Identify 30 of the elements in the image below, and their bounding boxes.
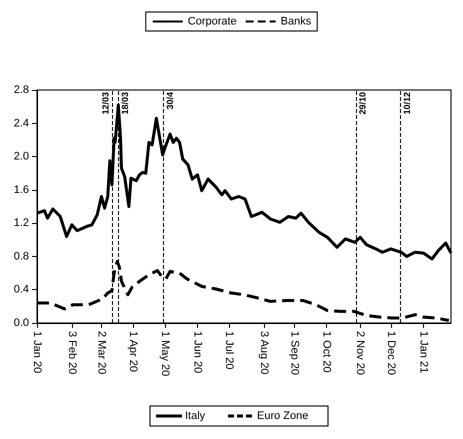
x-tick-label: 1 May 20 — [158, 331, 171, 376]
y-tick-label: 0.8 — [14, 250, 29, 262]
legend-label: Banks — [280, 16, 312, 28]
ref-line-label: 10/12 — [402, 92, 412, 115]
ref-line-label: 18/03 — [120, 92, 130, 115]
x-tick-label: 3 Feb 20 — [66, 331, 78, 374]
y-tick-label: 1.6 — [14, 184, 29, 196]
y-tick-label: 0.0 — [14, 317, 29, 329]
x-tick-label: 1 Jan 21 — [418, 331, 430, 374]
text: Euro Zone — [257, 410, 308, 422]
y-tick-label: 1.2 — [14, 217, 29, 230]
x-tick-label: 1 Jun 20 — [192, 331, 204, 374]
ref-line-label: 12/03 — [100, 92, 110, 115]
y-tick-label: 0.4 — [14, 284, 29, 296]
legend-label: Corporate — [188, 16, 237, 28]
text: Italy — [185, 410, 206, 422]
x-tick-label: 1 Apr 20 — [127, 331, 140, 372]
ref-line-label: 30/4 — [165, 92, 176, 110]
y-tick-label: 2.4 — [14, 117, 29, 130]
x-tick-label: 1 Dec 20 — [384, 331, 397, 376]
ref-line-label: 29/10 — [357, 92, 368, 115]
y-tick-label: 2.0 — [14, 150, 29, 163]
x-tick-label: 1 Oct 20 — [320, 331, 332, 373]
x-tick-label: 1 Jul 20 — [223, 331, 236, 370]
x-tick-label: 1 Jan 20 — [31, 331, 43, 374]
y-tick-label: 2.8 — [14, 84, 29, 96]
x-tick-label: 2 Nov 20 — [354, 331, 366, 376]
x-tick-label: 3 Aug 20 — [258, 331, 270, 374]
x-tick-label: 1 Sep 20 — [288, 331, 301, 376]
x-tick-label: 2 Mar 20 — [95, 331, 108, 374]
